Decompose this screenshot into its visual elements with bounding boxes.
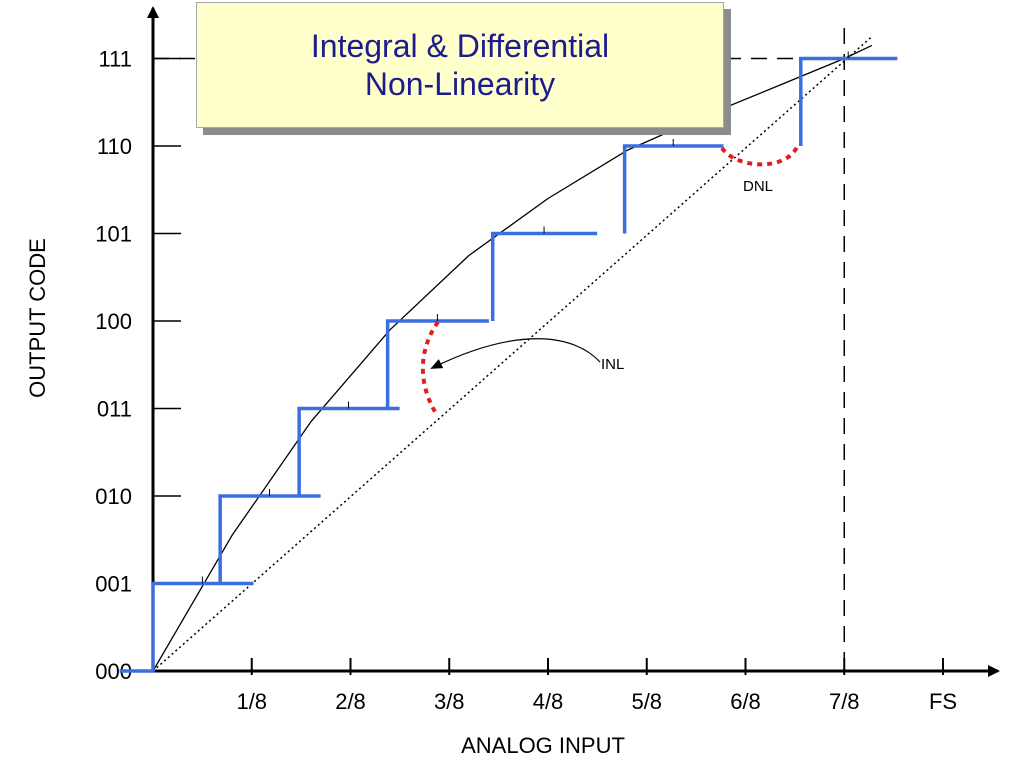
y-tick-label: 011 (97, 397, 132, 422)
y-tick-label: 111 (99, 47, 132, 72)
title-box: Integral & Differential Non-Linearity (196, 2, 724, 128)
ideal-line (152, 36, 873, 672)
x-tick-label: 3/8 (434, 689, 465, 714)
y-tick-label: 100 (95, 309, 132, 334)
x-tick-label: 6/8 (730, 689, 761, 714)
x-tick-label: 7/8 (829, 689, 860, 714)
x-tick-label: 5/8 (631, 689, 662, 714)
dnl-marker (720, 145, 799, 167)
inl-pointer-arrow (430, 338, 601, 369)
y-tick-label: 110 (97, 134, 132, 159)
x-tick-label: 1/8 (236, 689, 267, 714)
x-tick-label: 4/8 (533, 689, 564, 714)
inl-label: INL (601, 356, 624, 373)
x-axis-title: ANALOG INPUT (461, 733, 625, 758)
staircase-transfer-function (119, 51, 898, 673)
x-tick-label: FS (929, 689, 957, 714)
inl-marker (420, 320, 440, 417)
transfer-curve-path (152, 44, 873, 672)
y-tick-label: 101 (95, 222, 132, 247)
x-tick-label: 2/8 (335, 689, 366, 714)
ideal-transfer-line (152, 36, 873, 672)
y-tick-label: 001 (95, 572, 132, 597)
x-ticks: 1/8 2/8 3/8 4/8 5/8 6/8 7/8 FS (236, 658, 957, 714)
y-tick-label: 010 (95, 484, 132, 509)
dnl-label: DNL (743, 178, 773, 195)
y-axis-title: OUTPUT CODE (25, 238, 50, 398)
title-line-1: Integral & Differential (310, 28, 610, 64)
actual-transfer-curve (152, 44, 873, 672)
title-line-2: Non-Linearity (364, 66, 556, 102)
